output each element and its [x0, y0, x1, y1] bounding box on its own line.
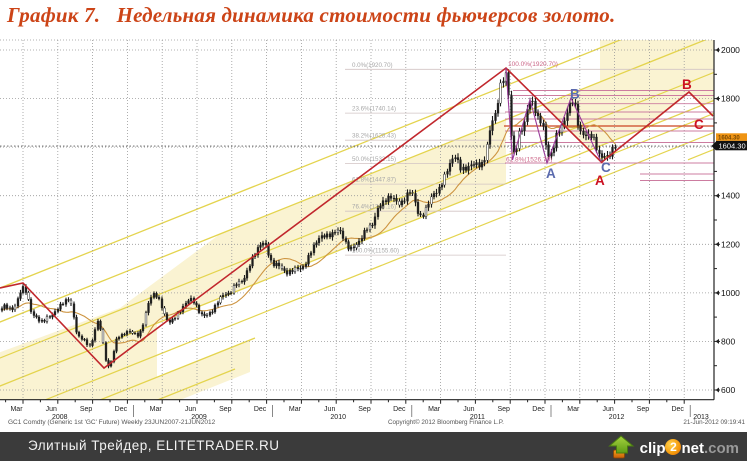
svg-text:Sep: Sep — [637, 406, 650, 413]
svg-text:Jun: Jun — [463, 406, 474, 413]
svg-text:Dec: Dec — [532, 406, 545, 413]
svg-text:Sep: Sep — [497, 406, 510, 413]
svg-text:100.0%(1155.60): 100.0%(1155.60) — [352, 248, 399, 255]
svg-text:61.8%(1526.70): 61.8%(1526.70) — [506, 157, 552, 164]
svg-text:23.6%(1740.14): 23.6%(1740.14) — [352, 106, 396, 113]
svg-text:800: 800 — [721, 336, 735, 346]
svg-text:1604.30: 1604.30 — [718, 136, 740, 142]
svg-text:A: A — [546, 166, 556, 181]
svg-text:76.4%(1336.16): 76.4%(1336.16) — [352, 204, 396, 211]
svg-text:2008: 2008 — [52, 414, 68, 421]
svg-text:Jun: Jun — [46, 406, 57, 413]
svg-text:C: C — [694, 117, 704, 132]
svg-text:Jun: Jun — [324, 406, 335, 413]
svg-text:1200: 1200 — [721, 239, 740, 249]
svg-text:Dec: Dec — [254, 406, 267, 413]
svg-text:Jun: Jun — [185, 406, 196, 413]
svg-text:Copyright© 2012 Bloomberg Fina: Copyright© 2012 Bloomberg Finance L.P. — [388, 418, 504, 426]
svg-text:B: B — [682, 77, 692, 92]
svg-text:2011: 2011 — [470, 414, 485, 421]
svg-text:21-Jun-2012 09:19:41: 21-Jun-2012 09:19:41 — [683, 419, 745, 426]
svg-text:Dec: Dec — [671, 406, 684, 413]
svg-text:Mar: Mar — [428, 406, 441, 413]
svg-text:1400: 1400 — [721, 191, 740, 201]
svg-text:GC1 Comdty (Generic 1st 'GC' F: GC1 Comdty (Generic 1st 'GC' Future) Wee… — [8, 419, 216, 426]
svg-text:1604.30: 1604.30 — [719, 141, 746, 150]
svg-text:50.0%(1532.15): 50.0%(1532.15) — [352, 156, 396, 163]
svg-text:2009: 2009 — [191, 414, 207, 421]
svg-text:C: C — [601, 160, 611, 175]
svg-text:Sep: Sep — [358, 406, 371, 413]
svg-text:61.8%(1447.87): 61.8%(1447.87) — [352, 177, 396, 184]
svg-text:2013: 2013 — [693, 414, 709, 421]
svg-text:B: B — [570, 87, 580, 102]
svg-text:Mar: Mar — [150, 406, 163, 413]
svg-text:Mar: Mar — [10, 406, 23, 413]
svg-text:1000: 1000 — [721, 288, 740, 298]
svg-text:Dec: Dec — [115, 406, 128, 413]
svg-text:0.0%(1920.70): 0.0%(1920.70) — [352, 62, 393, 69]
svg-text:A: A — [595, 173, 605, 188]
svg-text:Mar: Mar — [567, 406, 580, 413]
svg-text:2000: 2000 — [721, 45, 740, 55]
svg-text:Jun: Jun — [602, 406, 613, 413]
svg-text:100.0%(1920.70): 100.0%(1920.70) — [508, 61, 558, 68]
svg-text:1800: 1800 — [721, 94, 740, 104]
svg-text:38.2%(1628.43): 38.2%(1628.43) — [352, 133, 396, 140]
svg-text:Sep: Sep — [219, 406, 232, 413]
svg-text:Sep: Sep — [80, 406, 93, 413]
svg-text:Dec: Dec — [393, 406, 406, 413]
svg-text:600: 600 — [721, 385, 735, 395]
svg-text:2012: 2012 — [609, 414, 625, 421]
svg-text:2010: 2010 — [330, 414, 346, 421]
svg-text:Mar: Mar — [289, 406, 302, 413]
